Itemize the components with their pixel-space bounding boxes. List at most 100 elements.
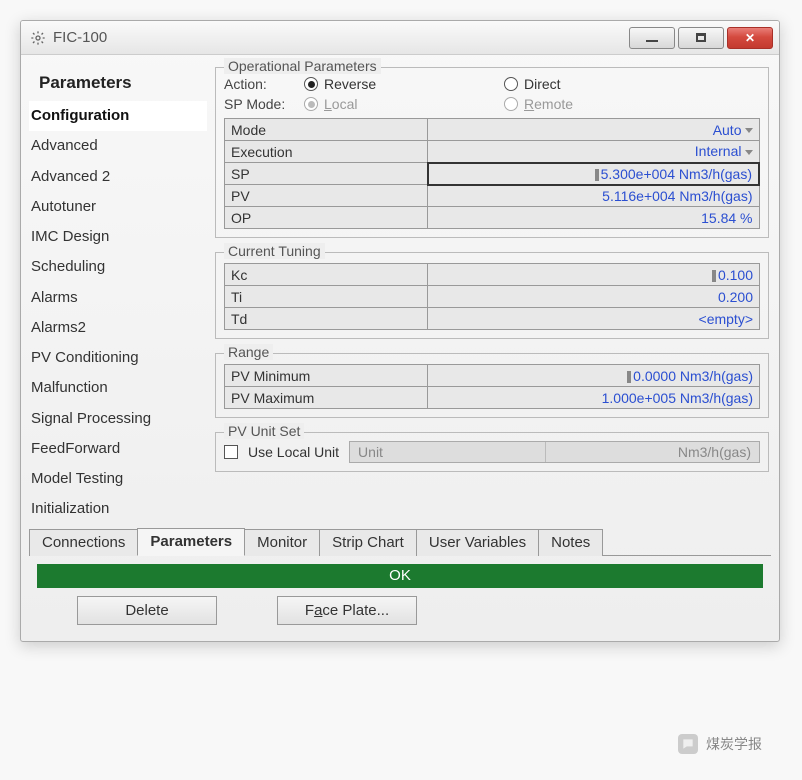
unit-field-value[interactable]: Nm3/h(gas): [545, 442, 759, 462]
op-row: SP 5.300e+004 Nm3/h(gas): [225, 163, 760, 185]
tuning-row-key: Kc: [225, 264, 428, 286]
sidebar-item[interactable]: FeedForward: [29, 434, 207, 464]
use-local-unit-label: Use Local Unit: [248, 444, 339, 460]
radio-local-label: Local: [324, 96, 357, 112]
body: Parameters ConfigurationAdvancedAdvanced…: [21, 55, 779, 525]
range-legend: Range: [224, 344, 273, 360]
sidebar-item[interactable]: Autotuner: [29, 192, 207, 222]
tab[interactable]: Monitor: [244, 529, 320, 556]
group-operational-parameters: Operational Parameters Action: Reverse D…: [215, 67, 769, 238]
watermark-text: 煤炭学报: [706, 734, 762, 754]
titlebar: FIC-100 ✕: [21, 21, 779, 55]
radio-local: Local: [304, 96, 504, 112]
tuning-row-value[interactable]: 0.100: [428, 264, 760, 286]
maximize-button[interactable]: [678, 27, 724, 49]
op-row: PV 5.116e+004 Nm3/h(gas): [225, 185, 760, 207]
sidebar-item[interactable]: IMC Design: [29, 222, 207, 252]
spmode-label: SP Mode:: [224, 96, 304, 112]
op-row-key: SP: [225, 163, 428, 185]
op-row: Mode Auto: [225, 119, 760, 141]
range-row-value[interactable]: 1.000e+005 Nm3/h(gas): [428, 387, 760, 409]
radio-remote: Remote: [504, 96, 760, 112]
unit-field-label: Unit: [350, 442, 545, 462]
tuning-row-value[interactable]: <empty>: [428, 308, 760, 330]
faceplate-button[interactable]: Face Plate...: [277, 596, 417, 625]
sidebar-item[interactable]: Alarms2: [29, 313, 207, 343]
close-button[interactable]: ✕: [727, 27, 773, 49]
sidebar-item[interactable]: PV Conditioning: [29, 343, 207, 373]
tuning-row-key: Ti: [225, 286, 428, 308]
action-row: Action: Reverse Direct: [224, 74, 760, 94]
sidebar-header: Parameters: [29, 69, 207, 101]
sidebar-item[interactable]: Scheduling: [29, 252, 207, 282]
op-row-value[interactable]: 15.84 %: [428, 207, 759, 229]
op-row-key: OP: [225, 207, 428, 229]
watermark-icon: [678, 734, 698, 754]
op-row-key: Execution: [225, 141, 428, 163]
op-row-value[interactable]: 5.300e+004 Nm3/h(gas): [428, 163, 759, 185]
op-row-key: Mode: [225, 119, 428, 141]
tuning-row: Kc 0.100: [225, 264, 760, 286]
sidebar-item[interactable]: Configuration: [29, 101, 207, 131]
tuning-row: Ti 0.200: [225, 286, 760, 308]
op-row-value[interactable]: 5.116e+004 Nm3/h(gas): [428, 185, 759, 207]
delete-button[interactable]: Delete: [77, 596, 217, 625]
radio-reverse-label: Reverse: [324, 76, 376, 92]
op-row-value[interactable]: Auto: [428, 119, 759, 141]
minimize-button[interactable]: [629, 27, 675, 49]
range-row: PV Maximum 1.000e+005 Nm3/h(gas): [225, 387, 760, 409]
sidebar-item[interactable]: Advanced: [29, 131, 207, 161]
watermark: 煤炭学报: [678, 734, 762, 754]
window: FIC-100 ✕ Parameters ConfigurationAdvanc…: [20, 20, 780, 642]
op-row-key: PV: [225, 185, 428, 207]
window-title: FIC-100: [53, 29, 629, 46]
main-panel: Operational Parameters Action: Reverse D…: [213, 63, 771, 525]
sidebar-list: ConfigurationAdvancedAdvanced 2Autotuner…: [29, 101, 207, 525]
op-row: OP 15.84 %: [225, 207, 760, 229]
range-row-key: PV Maximum: [225, 387, 428, 409]
tuning-row-key: Td: [225, 308, 428, 330]
range-row-value[interactable]: 0.0000 Nm3/h(gas): [428, 365, 760, 387]
sidebar-item[interactable]: Malfunction: [29, 373, 207, 403]
operational-parameters-legend: Operational Parameters: [224, 58, 381, 74]
ok-button[interactable]: OK: [37, 564, 763, 588]
sidebar-item[interactable]: Initialization: [29, 494, 207, 524]
range-table: PV Minimum 0.0000 Nm3/h(gas) PV Maximum …: [224, 364, 760, 409]
group-pv-unit-set: PV Unit Set Use Local Unit Unit Nm3/h(ga…: [215, 432, 769, 472]
tab[interactable]: Connections: [29, 529, 138, 556]
pv-unit-set-legend: PV Unit Set: [224, 423, 304, 439]
tabs: ConnectionsParametersMonitorStrip ChartU…: [29, 527, 771, 556]
tab[interactable]: Strip Chart: [319, 529, 417, 556]
sidebar-item[interactable]: Advanced 2: [29, 162, 207, 192]
spmode-row: SP Mode: Local Remote: [224, 94, 760, 114]
sidebar-item[interactable]: Signal Processing: [29, 404, 207, 434]
range-row-key: PV Minimum: [225, 365, 428, 387]
tab[interactable]: User Variables: [416, 529, 539, 556]
radio-direct-label: Direct: [524, 76, 561, 92]
op-row: Execution Internal: [225, 141, 760, 163]
tab[interactable]: Notes: [538, 529, 603, 556]
radio-reverse[interactable]: Reverse: [304, 76, 504, 92]
group-range: Range PV Minimum 0.0000 Nm3/h(gas) PV Ma…: [215, 353, 769, 418]
unit-box: Unit Nm3/h(gas): [349, 441, 760, 463]
tuning-table: Kc 0.100 Ti 0.200 Td <empty>: [224, 263, 760, 330]
tuning-row: Td <empty>: [225, 308, 760, 330]
radio-direct[interactable]: Direct: [504, 76, 760, 92]
use-local-unit-checkbox[interactable]: [224, 445, 238, 459]
tabs-container: ConnectionsParametersMonitorStrip ChartU…: [21, 527, 779, 556]
app-icon: [29, 29, 47, 47]
op-row-value[interactable]: Internal: [428, 141, 759, 163]
sidebar-item[interactable]: Model Testing: [29, 464, 207, 494]
button-row: Delete Face Plate...: [21, 596, 779, 641]
window-buttons: ✕: [629, 27, 773, 49]
sidebar-item[interactable]: Alarms: [29, 283, 207, 313]
operational-table: Mode Auto Execution Internal SP: [224, 118, 760, 229]
tab[interactable]: Parameters: [137, 528, 245, 556]
tuning-row-value[interactable]: 0.200: [428, 286, 760, 308]
sidebar: Parameters ConfigurationAdvancedAdvanced…: [29, 63, 207, 525]
group-current-tuning: Current Tuning Kc 0.100 Ti 0.200 Td <emp…: [215, 252, 769, 339]
action-label: Action:: [224, 76, 304, 92]
current-tuning-legend: Current Tuning: [224, 243, 325, 259]
radio-remote-label: Remote: [524, 96, 573, 112]
range-row: PV Minimum 0.0000 Nm3/h(gas): [225, 365, 760, 387]
